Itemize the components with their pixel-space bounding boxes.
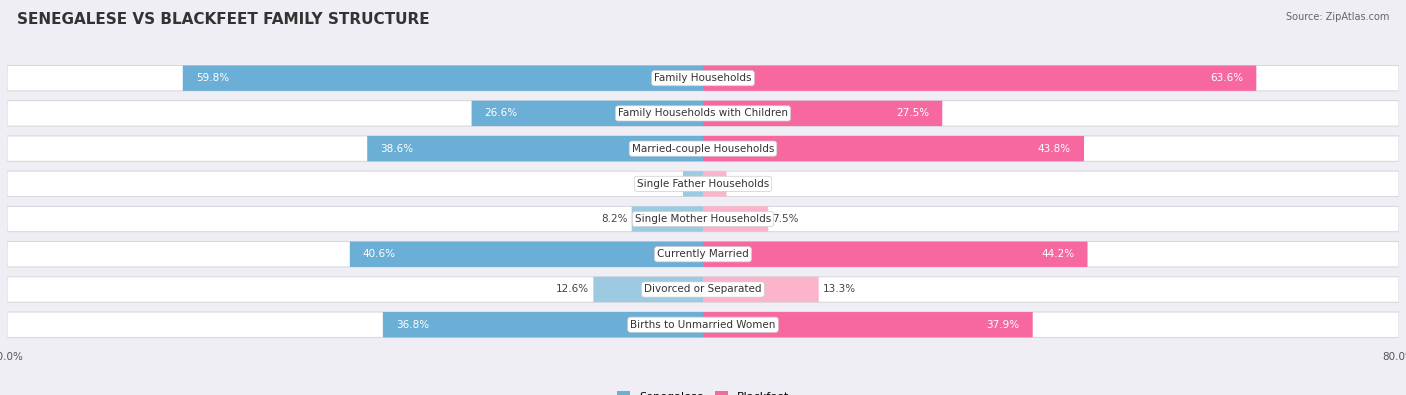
Text: Source: ZipAtlas.com: Source: ZipAtlas.com	[1285, 12, 1389, 22]
FancyBboxPatch shape	[367, 136, 703, 161]
FancyBboxPatch shape	[631, 206, 703, 232]
Text: Divorced or Separated: Divorced or Separated	[644, 284, 762, 295]
FancyBboxPatch shape	[683, 171, 703, 197]
Text: 27.5%: 27.5%	[896, 108, 929, 118]
FancyBboxPatch shape	[7, 101, 1399, 126]
FancyBboxPatch shape	[7, 136, 1399, 161]
FancyBboxPatch shape	[7, 242, 1399, 267]
Text: Married-couple Households: Married-couple Households	[631, 144, 775, 154]
Text: 13.3%: 13.3%	[823, 284, 856, 295]
Text: Family Households: Family Households	[654, 73, 752, 83]
FancyBboxPatch shape	[471, 101, 703, 126]
FancyBboxPatch shape	[703, 277, 818, 302]
Text: 2.7%: 2.7%	[731, 179, 758, 189]
Text: 2.3%: 2.3%	[652, 179, 679, 189]
Text: 44.2%: 44.2%	[1042, 249, 1074, 259]
FancyBboxPatch shape	[183, 66, 703, 91]
Text: 26.6%: 26.6%	[485, 108, 517, 118]
Text: 36.8%: 36.8%	[396, 320, 429, 330]
FancyBboxPatch shape	[7, 171, 1399, 197]
FancyBboxPatch shape	[703, 101, 942, 126]
Text: Family Households with Children: Family Households with Children	[619, 108, 787, 118]
Text: 59.8%: 59.8%	[195, 73, 229, 83]
FancyBboxPatch shape	[7, 312, 1399, 337]
FancyBboxPatch shape	[703, 66, 1257, 91]
Text: 40.6%: 40.6%	[363, 249, 396, 259]
Text: 63.6%: 63.6%	[1211, 73, 1243, 83]
Text: Single Father Households: Single Father Households	[637, 179, 769, 189]
Text: 7.5%: 7.5%	[773, 214, 799, 224]
Text: Single Mother Households: Single Mother Households	[636, 214, 770, 224]
Text: SENEGALESE VS BLACKFEET FAMILY STRUCTURE: SENEGALESE VS BLACKFEET FAMILY STRUCTURE	[17, 12, 429, 27]
Text: 43.8%: 43.8%	[1038, 144, 1071, 154]
Text: 12.6%: 12.6%	[555, 284, 589, 295]
Text: 37.9%: 37.9%	[987, 320, 1019, 330]
Legend: Senegalese, Blackfeet: Senegalese, Blackfeet	[612, 387, 794, 395]
Text: Currently Married: Currently Married	[657, 249, 749, 259]
FancyBboxPatch shape	[382, 312, 703, 337]
FancyBboxPatch shape	[7, 66, 1399, 91]
FancyBboxPatch shape	[350, 242, 703, 267]
FancyBboxPatch shape	[703, 136, 1084, 161]
FancyBboxPatch shape	[703, 171, 727, 197]
FancyBboxPatch shape	[7, 277, 1399, 302]
Text: 38.6%: 38.6%	[380, 144, 413, 154]
FancyBboxPatch shape	[7, 206, 1399, 232]
FancyBboxPatch shape	[703, 242, 1087, 267]
Text: 8.2%: 8.2%	[600, 214, 627, 224]
FancyBboxPatch shape	[703, 206, 768, 232]
FancyBboxPatch shape	[593, 277, 703, 302]
Text: Births to Unmarried Women: Births to Unmarried Women	[630, 320, 776, 330]
FancyBboxPatch shape	[703, 312, 1033, 337]
